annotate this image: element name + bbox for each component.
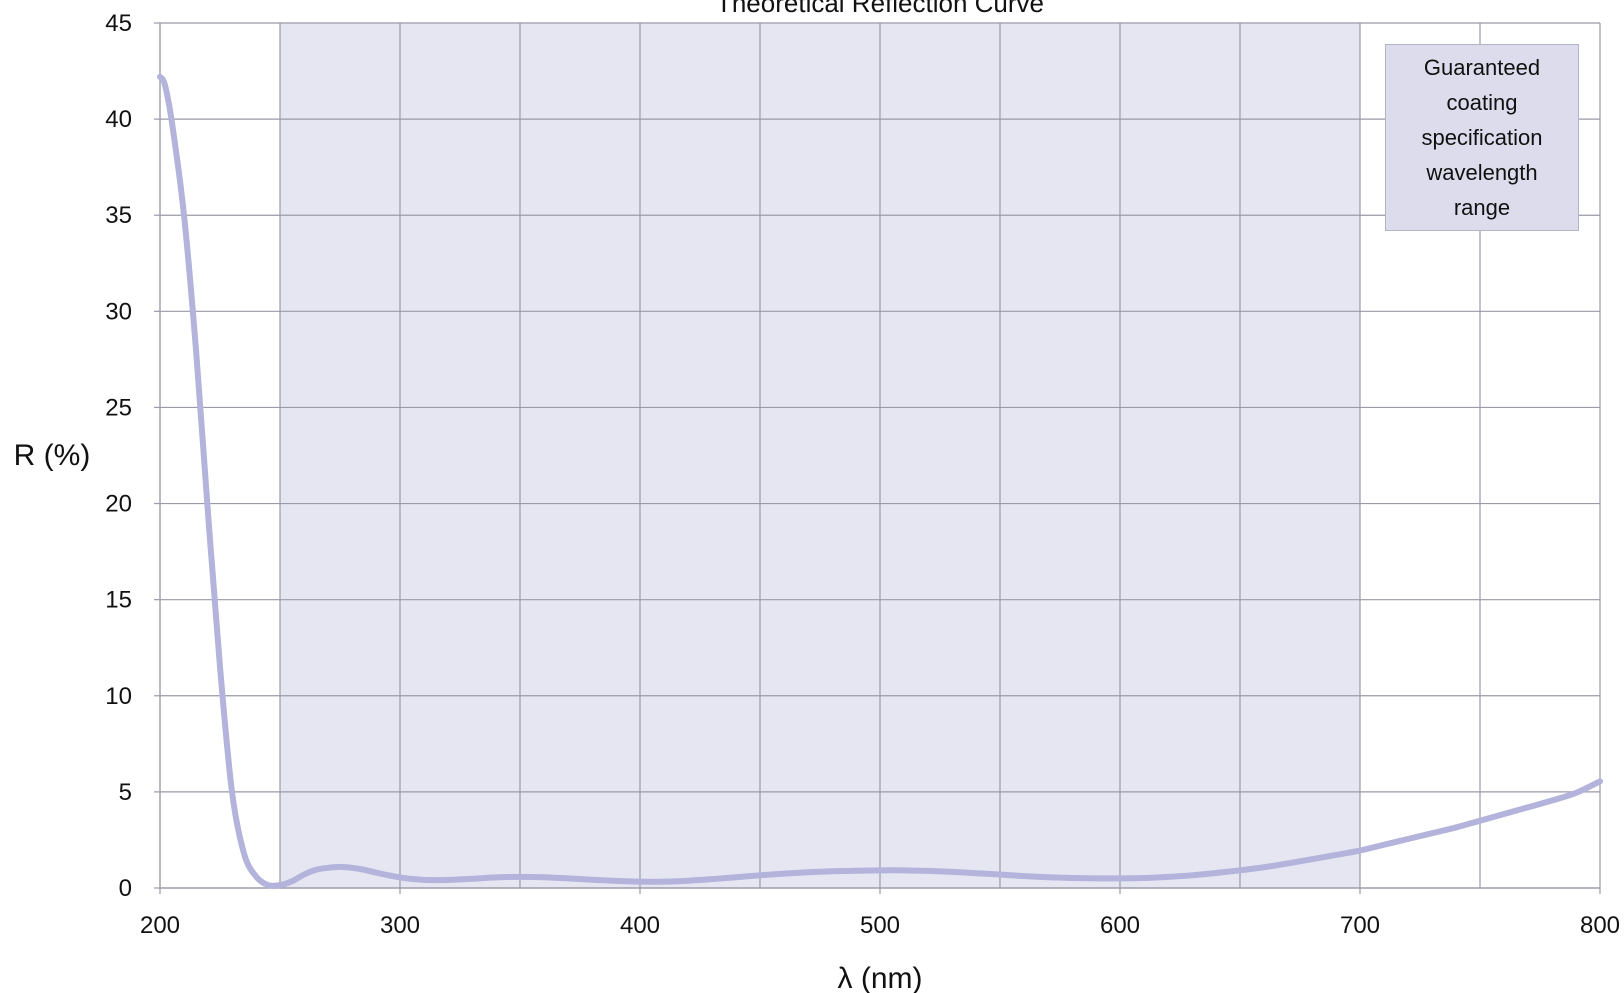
y-tick-label: 35 [105,202,132,229]
x-tick-label: 500 [860,912,900,939]
y-tick-label: 40 [105,106,132,133]
x-tick-label: 600 [1100,912,1140,939]
y-tick-label: 15 [105,587,132,614]
legend-box: Guaranteed coating specification wavelen… [1385,44,1579,231]
x-tick-label: 400 [620,912,660,939]
y-tick-label: 0 [119,875,132,902]
x-tick-labels: 200 300 400 500 600 700 800 [140,912,1620,939]
y-tick-label: 25 [105,394,132,421]
axes [154,22,1601,894]
y-tick-label: 5 [119,779,132,806]
y-tick-labels: 0 5 10 15 20 25 30 35 40 45 [105,10,132,902]
x-axis-title: λ (nm) [838,962,923,993]
y-tick-label: 30 [105,298,132,325]
x-tick-label: 800 [1580,912,1620,939]
x-tick-label: 700 [1340,912,1380,939]
x-tick-label: 300 [380,912,420,939]
reflection-curve [157,73,1603,889]
chart-title: Theoretical Reflection Curve [716,0,1044,18]
y-axis-title: R (%) [14,439,91,472]
legend-label: Guaranteed coating specification wavelen… [1421,55,1543,220]
y-tick-label: 10 [105,683,132,710]
spec-range-shading [280,23,1360,888]
y-tick-label: 45 [105,10,132,37]
y-tick-label: 20 [105,491,132,518]
x-tick-label: 200 [140,912,180,939]
